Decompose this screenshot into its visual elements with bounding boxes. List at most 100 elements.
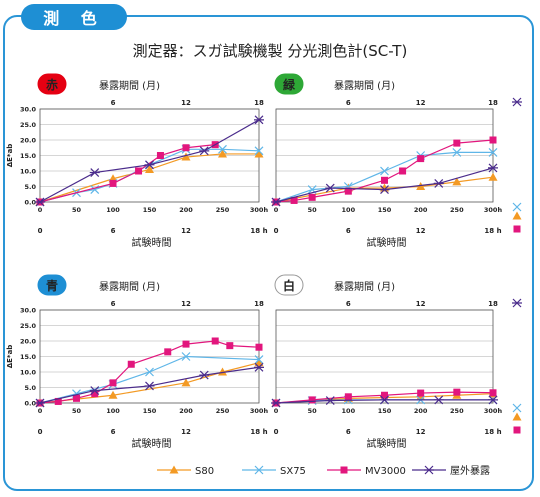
month-tick-label: 6 xyxy=(111,99,116,107)
data-point-outdoor xyxy=(254,115,264,125)
y-tick-label: 20.0 xyxy=(20,338,37,346)
data-point-sx75 xyxy=(254,146,264,156)
data-point-s80 xyxy=(488,172,498,181)
legend-marker-s80 xyxy=(169,465,179,474)
side-marker-s80 xyxy=(512,412,522,421)
x-tick-label: 0 xyxy=(38,407,43,415)
color-badge-label: 白 xyxy=(283,278,295,293)
x-tick-label: 300h xyxy=(250,407,269,415)
data-point-outdoor xyxy=(144,160,155,170)
month-tick-label: 12 xyxy=(181,99,191,107)
data-point-outdoor xyxy=(254,362,264,372)
x-tick-label: 100 xyxy=(342,206,356,214)
data-point-mv3000 xyxy=(381,391,388,399)
month-tick-bottom-label: 0 xyxy=(38,227,43,235)
month-tick-bottom-label: 6 xyxy=(111,227,116,235)
series-line-mv3000 xyxy=(39,144,216,203)
y-tick-label: 30.0 xyxy=(20,307,37,315)
page-title: 測定器：スガ試験機製 分光測色計(SC-T) xyxy=(132,42,408,60)
x-tick-label: 200 xyxy=(414,206,428,214)
x-tick-label: 200 xyxy=(414,407,428,415)
x-tick-label: 150 xyxy=(378,206,392,214)
data-point-s80 xyxy=(452,177,462,186)
y-tick-label: 25.0 xyxy=(20,121,37,129)
side-marker-mv3000 xyxy=(513,426,521,434)
y-tick-label: 30.0 xyxy=(20,106,37,114)
x-tick-label: 200 xyxy=(179,206,193,214)
data-point-outdoor xyxy=(144,381,155,391)
data-point-mv3000 xyxy=(135,167,143,175)
x-axis-label: 試験時間 xyxy=(367,236,407,249)
color-badge-label: 青 xyxy=(46,278,58,293)
data-point-mv3000 xyxy=(308,396,316,404)
month-tick-label: 6 xyxy=(346,300,351,308)
plot-frame xyxy=(275,108,494,203)
month-tick-label: 18 xyxy=(488,300,498,308)
x-tick-label: 150 xyxy=(378,407,392,415)
data-point-mv3000 xyxy=(182,144,190,152)
y-tick-label: 15.0 xyxy=(20,353,37,361)
month-tick-label: 6 xyxy=(111,300,116,308)
section-tab: 測 色 xyxy=(21,4,127,30)
data-point-mv3000 xyxy=(489,136,497,144)
y-tick-label: 0.0 xyxy=(24,400,36,408)
data-point-outdoor xyxy=(379,185,390,195)
data-point-mv3000 xyxy=(54,397,62,405)
data-point-s80 xyxy=(254,358,264,367)
month-tick-label: 6 xyxy=(346,99,351,107)
data-point-s80 xyxy=(181,152,191,161)
data-point-mv3000 xyxy=(453,388,461,396)
side-marker-s80 xyxy=(512,211,522,220)
data-point-outdoor xyxy=(35,398,45,408)
month-tick-bottom-label: 12 xyxy=(181,227,191,235)
x-tick-label: 100 xyxy=(342,407,356,415)
x-tick-label: 50 xyxy=(72,206,82,214)
side-marker-sx75 xyxy=(512,403,522,413)
x-tick-label: 100 xyxy=(106,407,120,415)
x-axis-label: 試験時間 xyxy=(132,437,172,450)
month-tick-bottom-label: 6 xyxy=(346,428,351,436)
month-tick-bottom-label: 12 xyxy=(416,428,426,436)
data-point-mv3000 xyxy=(109,379,117,387)
data-point-mv3000 xyxy=(73,394,80,402)
x-tick-label: 0 xyxy=(274,407,279,415)
data-point-mv3000 xyxy=(344,393,352,401)
month-tick-bottom-label: 18 h xyxy=(484,428,501,436)
chart-panel: 青 暴露期間 (月) 6 12 18 0.0 5.0 10.0 15.0 20.0 25.0 30.0… xyxy=(6,274,269,450)
data-point-mv3000 xyxy=(453,139,461,147)
data-point-mv3000 xyxy=(156,152,164,159)
data-point-mv3000 xyxy=(344,187,352,195)
x-tick-label: 50 xyxy=(308,407,318,415)
y-tick-label: 25.0 xyxy=(20,322,37,330)
y-tick-label: 5.0 xyxy=(24,384,36,392)
month-tick-bottom-label: 12 xyxy=(181,428,191,436)
data-point-mv3000 xyxy=(164,348,172,356)
x-tick-label: 200 xyxy=(179,407,193,415)
x-tick-label: 300h xyxy=(250,206,269,214)
data-point-mv3000 xyxy=(308,193,316,201)
y-tick-label: 5.0 xyxy=(24,183,36,191)
data-point-mv3000 xyxy=(182,340,190,348)
y-tick-label: 20.0 xyxy=(20,137,37,145)
x-tick-label: 250 xyxy=(216,407,230,415)
y-axis-label: ΔE*ab xyxy=(6,144,14,168)
data-point-outdoor xyxy=(199,146,210,156)
month-tick-bottom-label: 12 xyxy=(416,227,426,235)
legend-label-s80: S80 xyxy=(195,466,214,477)
data-point-sx75 xyxy=(145,367,154,377)
y-tick-label: 10.0 xyxy=(20,369,37,377)
legend-label-outdoor: 屋外暴露 xyxy=(450,465,490,477)
data-point-mv3000 xyxy=(109,179,117,187)
month-tick-label: 18 xyxy=(254,99,264,107)
top-axis-label: 暴露期間 (月) xyxy=(334,281,395,293)
legend-marker-mv3000 xyxy=(340,466,348,474)
data-point-mv3000 xyxy=(417,389,425,397)
data-point-outdoor xyxy=(271,398,281,408)
panel-frame xyxy=(3,15,534,491)
color-badge-label: 緑 xyxy=(283,77,296,92)
legend: S80 SX75 MV3000 屋外暴露 xyxy=(157,465,490,477)
y-axis-label: ΔE*ab xyxy=(6,345,14,369)
x-tick-label: 250 xyxy=(450,206,464,214)
data-point-outdoor xyxy=(89,386,100,396)
